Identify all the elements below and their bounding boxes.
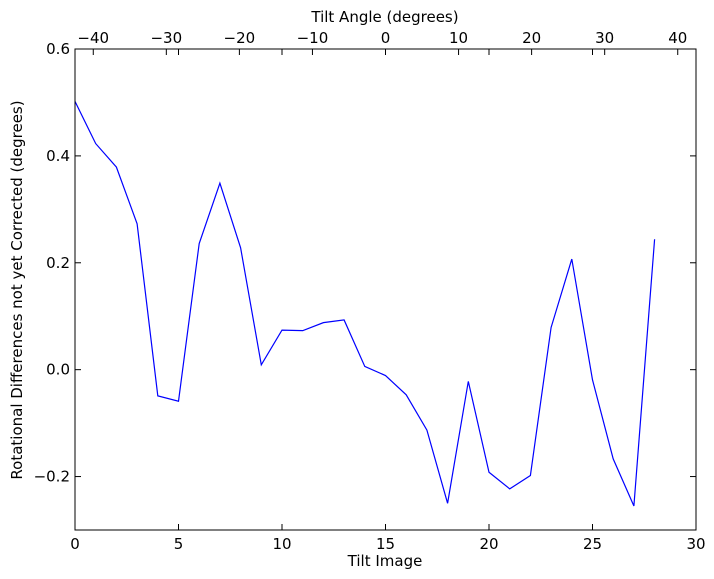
x-tick-label: 0 — [70, 535, 80, 553]
data-point — [611, 456, 616, 461]
data-point — [631, 503, 636, 508]
secondary-x-tick-label: −30 — [150, 29, 182, 47]
series-line — [74, 101, 656, 507]
data-point — [155, 393, 160, 398]
data-point — [590, 377, 595, 382]
data-point — [507, 486, 512, 491]
data-point — [238, 245, 243, 250]
plot-area — [75, 49, 696, 530]
data-point — [176, 399, 181, 404]
data-point — [487, 470, 492, 475]
y-axis-label: Rotational Differences not yet Corrected… — [8, 100, 26, 479]
data-point — [135, 221, 140, 226]
y-tick-label: 0.0 — [46, 361, 70, 379]
secondary-x-tick-label: 10 — [449, 29, 468, 47]
secondary-x-tick-label: 40 — [668, 29, 687, 47]
secondary-x-tick-label: 20 — [522, 29, 541, 47]
data-point — [424, 428, 429, 433]
x-tick-label: 25 — [583, 535, 602, 553]
x-tick-label: 5 — [174, 535, 184, 553]
data-point — [528, 473, 533, 478]
data-point — [466, 379, 471, 384]
x-tick-label: 20 — [479, 535, 498, 553]
data-point — [259, 362, 264, 367]
data-point — [362, 364, 367, 369]
data-point — [321, 320, 326, 325]
data-point — [197, 241, 202, 246]
secondary-x-axis-label: Tilt Angle (degrees) — [310, 8, 458, 26]
x-tick-label: 15 — [376, 535, 395, 553]
data-point — [280, 328, 285, 333]
data-point — [569, 257, 574, 262]
secondary-x-tick-label: 30 — [595, 29, 614, 47]
data-point — [549, 325, 554, 330]
secondary-x-tick-label: −40 — [77, 29, 109, 47]
data-point — [383, 373, 388, 378]
data-point — [93, 141, 98, 146]
secondary-x-tick-label: 0 — [381, 29, 391, 47]
data-point — [445, 501, 450, 506]
data-point — [342, 317, 347, 322]
secondary-x-tick-label: −10 — [297, 29, 329, 47]
y-tick-label: 0.6 — [46, 40, 70, 58]
data-point — [404, 392, 409, 397]
y-tick-label: 0.2 — [46, 254, 70, 272]
data-point — [300, 328, 305, 333]
y-tick-label: 0.4 — [46, 147, 70, 165]
series-layer — [74, 101, 657, 508]
labels-layer: 0 5 10 15 20 25 30 −0.2 0.0 0.2 0.4 0.6 −40 −30 −20 −10… — [34, 29, 706, 553]
data-point — [652, 237, 657, 242]
plot-frame — [74, 48, 697, 531]
data-point — [217, 181, 222, 186]
x-tick-label: 30 — [686, 535, 705, 553]
x-axis-label: Tilt Image — [347, 552, 423, 570]
y-tick-label: −0.2 — [34, 468, 70, 486]
secondary-x-tick-label: −20 — [224, 29, 256, 47]
x-tick-label: 10 — [272, 535, 291, 553]
data-point — [114, 165, 119, 170]
